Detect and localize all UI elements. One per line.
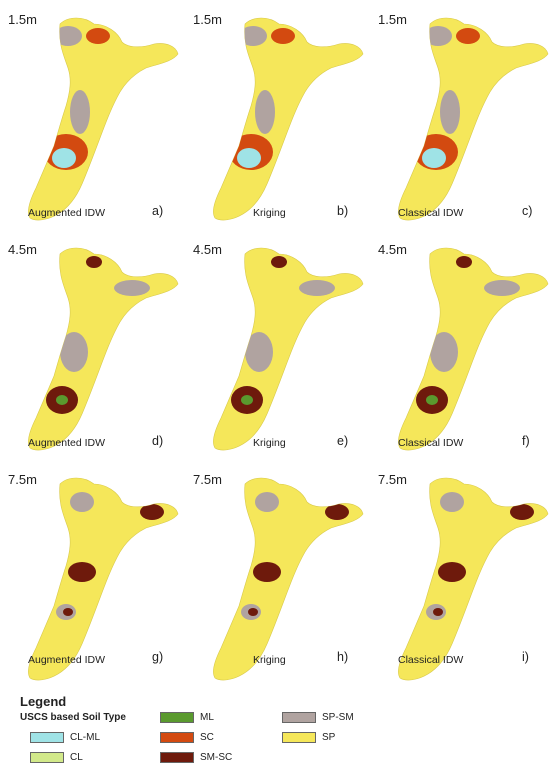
- method-label: Kriging: [253, 207, 286, 219]
- panel-letter: f): [522, 434, 530, 448]
- depth-label: 4.5m: [193, 242, 222, 257]
- panel-letter: h): [337, 650, 349, 664]
- depth-label: 1.5m: [8, 12, 37, 27]
- method-label: Classical IDW: [398, 437, 464, 449]
- legend-swatch-sp: [282, 731, 316, 743]
- map-panel-h: 7.5m Kriging h): [187, 462, 367, 687]
- legend-item-cl: CL: [30, 750, 83, 764]
- method-label: Kriging: [253, 654, 286, 666]
- legend-swatch-cl-ml: [30, 731, 64, 743]
- depth-label: 1.5m: [193, 12, 222, 27]
- depth-label: 7.5m: [378, 472, 407, 487]
- depth-label: 4.5m: [8, 242, 37, 257]
- panel-letter: c): [522, 204, 533, 218]
- panel-letter: d): [152, 434, 164, 448]
- soil-type-map: [398, 17, 549, 221]
- legend-item-sc: SC: [160, 730, 214, 744]
- method-label: Classical IDW: [398, 207, 464, 219]
- depth-label: 7.5m: [8, 472, 37, 487]
- legend-item-sm-sc: SM-SC: [160, 750, 232, 764]
- soil-type-map: [398, 247, 549, 451]
- map-panel-g: 7.5m Augmented IDW g): [2, 462, 182, 687]
- panel-letter: i): [522, 650, 529, 664]
- depth-label: 1.5m: [378, 12, 407, 27]
- soil-type-map: [28, 247, 179, 451]
- map-panel-a: 1.5m Augmented IDW a): [2, 2, 182, 227]
- panel-letter: g): [152, 650, 164, 664]
- legend-item-cl-ml: CL-ML: [30, 730, 100, 744]
- soil-type-map: [213, 477, 364, 681]
- soil-type-map: [28, 17, 179, 221]
- map-legend: Legend USCS based Soil Type CL-ML CL ML …: [20, 694, 540, 766]
- legend-swatch-sc: [160, 731, 194, 743]
- legend-label-sp-sm: SP-SM: [322, 711, 354, 723]
- legend-swatch-sp-sm: [282, 711, 316, 723]
- depth-label: 7.5m: [193, 472, 222, 487]
- legend-label-cl: CL: [70, 751, 83, 763]
- legend-label-ml: ML: [200, 711, 214, 723]
- method-label: Classical IDW: [398, 654, 464, 666]
- method-label: Augmented IDW: [28, 207, 106, 219]
- soil-type-map: [213, 17, 364, 221]
- method-label: Augmented IDW: [28, 654, 106, 666]
- map-panel-d: 4.5m Augmented IDW d): [2, 232, 182, 457]
- map-panel-c: 1.5m Classical IDW c): [372, 2, 550, 227]
- legend-item-ml: ML: [160, 710, 214, 724]
- panel-letter: b): [337, 204, 349, 218]
- legend-label-sp: SP: [322, 731, 336, 743]
- legend-label-sc: SC: [200, 731, 214, 743]
- legend-item-sp-sm: SP-SM: [282, 710, 354, 724]
- map-panel-e: 4.5m Kriging e): [187, 232, 367, 457]
- legend-swatch-cl: [30, 751, 64, 763]
- legend-item-sp: SP: [282, 730, 335, 744]
- map-panel-f: 4.5m Classical IDW f): [372, 232, 550, 457]
- legend-swatch-sm-sc: [160, 751, 194, 763]
- panel-letter: a): [152, 204, 164, 218]
- legend-title: Legend: [20, 694, 67, 709]
- legend-label-cl-ml: CL-ML: [70, 731, 101, 743]
- soil-type-map: [213, 247, 364, 451]
- method-label: Augmented IDW: [28, 437, 106, 449]
- legend-swatch-ml: [160, 711, 194, 723]
- depth-label: 4.5m: [378, 242, 407, 257]
- map-panel-b: 1.5m Kriging b): [187, 2, 367, 227]
- soil-type-map: [398, 477, 549, 681]
- panel-letter: e): [337, 434, 349, 448]
- legend-label-sm-sc: SM-SC: [200, 751, 233, 763]
- method-label: Kriging: [253, 437, 286, 449]
- soil-type-map: [28, 477, 179, 681]
- map-panel-i: 7.5m Classical IDW i): [372, 462, 550, 687]
- legend-subtitle: USCS based Soil Type: [20, 712, 126, 723]
